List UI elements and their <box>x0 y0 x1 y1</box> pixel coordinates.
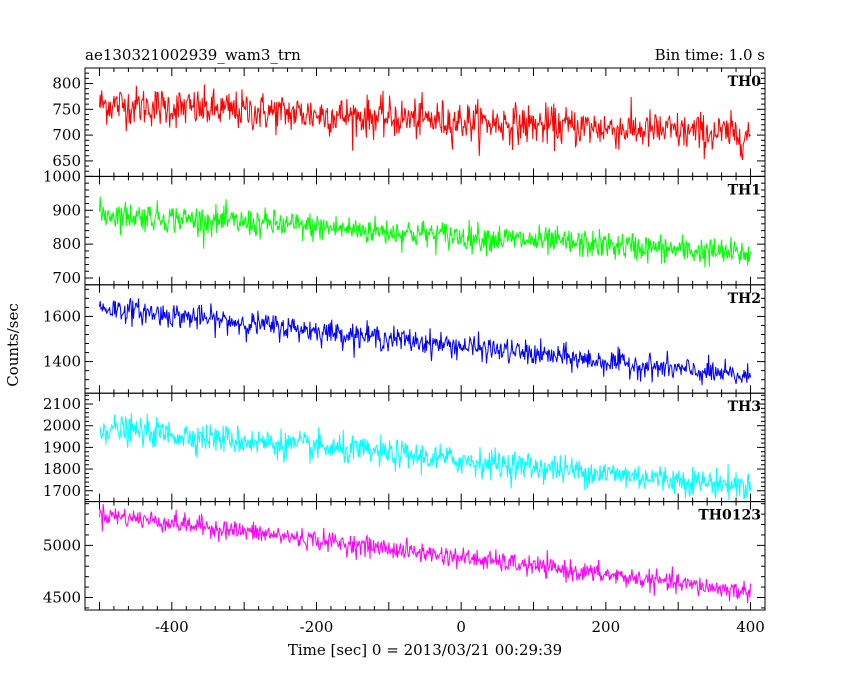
bin-time-label: Bin time: 1.0 s <box>655 46 765 64</box>
y-tick-label: 1700 <box>43 482 81 500</box>
panel-th0123: 4500 5000 TH0123 <box>43 501 766 611</box>
y-tick-label: 800 <box>52 74 81 92</box>
y-tick-label: 700 <box>52 269 81 287</box>
y-tick-label: 1000 <box>43 167 81 185</box>
panel-th1: 700 800 900 1000 TH1 <box>43 167 766 287</box>
panel-label-th2: TH2 <box>728 291 761 307</box>
panel-frame <box>84 67 766 177</box>
y-tick-label: 5000 <box>43 536 81 554</box>
y-tick-label: 1600 <box>43 307 81 325</box>
x-tick-label: 0 <box>456 618 466 636</box>
panel-label-th0123: TH0123 <box>698 508 761 524</box>
y-tick-label: 2100 <box>43 395 81 413</box>
y-tick-label: 1900 <box>43 438 81 456</box>
series-th0123 <box>98 503 752 604</box>
panel-frame <box>84 175 766 286</box>
y-tick-label: 700 <box>52 126 81 144</box>
y-tick-label: 2000 <box>43 417 81 435</box>
y-tick-label: 1800 <box>43 460 81 478</box>
series-th0 <box>98 84 751 161</box>
panel-th0: 650 700 750 800 TH0 <box>52 67 766 177</box>
x-tick-label: -400 <box>155 618 189 636</box>
y-axis-label: Counts/sec <box>4 303 22 387</box>
chart-title: ae130321002939_wam3_trn <box>85 46 301 64</box>
x-tick-label: -200 <box>300 618 334 636</box>
panel-label-th3: TH3 <box>728 399 761 415</box>
series-th3 <box>99 412 752 500</box>
panel-th2: 1400 1600 TH2 <box>43 284 766 394</box>
x-tick-label: 400 <box>736 618 765 636</box>
series-th1 <box>98 196 752 268</box>
series-th2 <box>98 298 752 386</box>
y-tick-label: 4500 <box>43 588 81 606</box>
y-tick-label: 650 <box>52 152 81 170</box>
y-tick-label: 800 <box>52 235 81 253</box>
y-tick-label: 1400 <box>43 353 81 371</box>
x-tick-label: 200 <box>592 618 621 636</box>
panel-label-th1: TH1 <box>728 182 761 198</box>
panel-label-th0: TH0 <box>728 74 762 90</box>
x-axis-label: Time [sec] 0 = 2013/03/21 00:29:39 <box>288 641 562 659</box>
y-tick-label: 750 <box>52 100 81 118</box>
panel-frame <box>84 284 766 394</box>
panel-th3: 1700 1800 1900 2000 2100 TH3 <box>43 392 766 503</box>
y-tick-label: 900 <box>52 201 81 219</box>
panels-group: 650 700 750 800 TH0 700 800 900 1000 TH1 1400 1600 T… <box>43 67 766 636</box>
